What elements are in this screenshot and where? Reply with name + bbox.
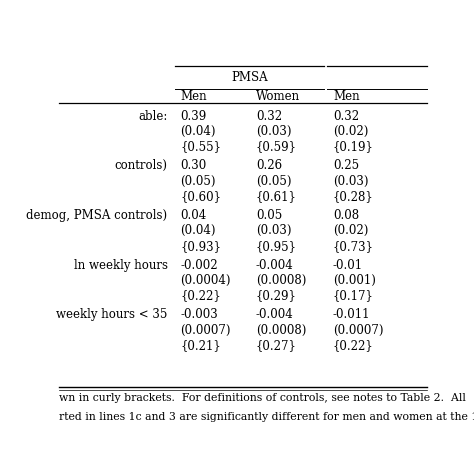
Text: 0.05: 0.05: [256, 209, 282, 222]
Text: {0.73}: {0.73}: [333, 240, 374, 253]
Text: -0.004: -0.004: [256, 259, 293, 272]
Text: {0.93}: {0.93}: [181, 240, 221, 253]
Text: rted in lines 1c and 3 are significantly different for men and women at the 1: rted in lines 1c and 3 are significantly…: [59, 411, 474, 422]
Text: Men: Men: [333, 90, 360, 103]
Text: (0.05): (0.05): [256, 175, 292, 188]
Text: 0.25: 0.25: [333, 159, 359, 173]
Text: {0.61}: {0.61}: [256, 190, 297, 203]
Text: {0.28}: {0.28}: [333, 190, 374, 203]
Text: {0.55}: {0.55}: [181, 140, 221, 154]
Text: (0.001): (0.001): [333, 274, 376, 287]
Text: {0.29}: {0.29}: [256, 289, 297, 302]
Text: -0.01: -0.01: [333, 259, 363, 272]
Text: {0.27}: {0.27}: [256, 339, 297, 352]
Text: -0.002: -0.002: [181, 259, 218, 272]
Text: -0.003: -0.003: [181, 309, 218, 321]
Text: 0.26: 0.26: [256, 159, 282, 173]
Text: 0.32: 0.32: [256, 110, 282, 123]
Text: -0.011: -0.011: [333, 309, 370, 321]
Text: {0.19}: {0.19}: [333, 140, 374, 154]
Text: -0.004: -0.004: [256, 309, 293, 321]
Text: demog, PMSA controls): demog, PMSA controls): [27, 209, 168, 222]
Text: (0.05): (0.05): [181, 175, 216, 188]
Text: (0.03): (0.03): [256, 224, 292, 237]
Text: ln weekly hours: ln weekly hours: [73, 259, 168, 272]
Text: {0.95}: {0.95}: [256, 240, 297, 253]
Text: {0.59}: {0.59}: [256, 140, 297, 154]
Text: {0.21}: {0.21}: [181, 339, 221, 352]
Text: 0.32: 0.32: [333, 110, 359, 123]
Text: wn in curly brackets.  For definitions of controls, see notes to Table 2.  All: wn in curly brackets. For definitions of…: [59, 392, 466, 402]
Text: able:: able:: [138, 110, 168, 123]
Text: 0.30: 0.30: [181, 159, 207, 173]
Text: {0.60}: {0.60}: [181, 190, 221, 203]
Text: Men: Men: [181, 90, 207, 103]
Text: (0.04): (0.04): [181, 224, 216, 237]
Text: (0.02): (0.02): [333, 224, 368, 237]
Text: {0.17}: {0.17}: [333, 289, 374, 302]
Text: (0.0007): (0.0007): [181, 324, 231, 337]
Text: weekly hours < 35: weekly hours < 35: [56, 309, 168, 321]
Text: {0.22}: {0.22}: [333, 339, 374, 352]
Text: (0.04): (0.04): [181, 125, 216, 138]
Text: (0.0008): (0.0008): [256, 274, 306, 287]
Text: controls): controls): [115, 159, 168, 173]
Text: 0.04: 0.04: [181, 209, 207, 222]
Text: (0.02): (0.02): [333, 125, 368, 138]
Text: PMSA: PMSA: [231, 72, 268, 84]
Text: 0.39: 0.39: [181, 110, 207, 123]
Text: 0.08: 0.08: [333, 209, 359, 222]
Text: {0.22}: {0.22}: [181, 289, 221, 302]
Text: (0.0008): (0.0008): [256, 324, 306, 337]
Text: (0.03): (0.03): [333, 175, 368, 188]
Text: (0.03): (0.03): [256, 125, 292, 138]
Text: (0.0007): (0.0007): [333, 324, 383, 337]
Text: Women: Women: [256, 90, 300, 103]
Text: (0.0004): (0.0004): [181, 274, 231, 287]
